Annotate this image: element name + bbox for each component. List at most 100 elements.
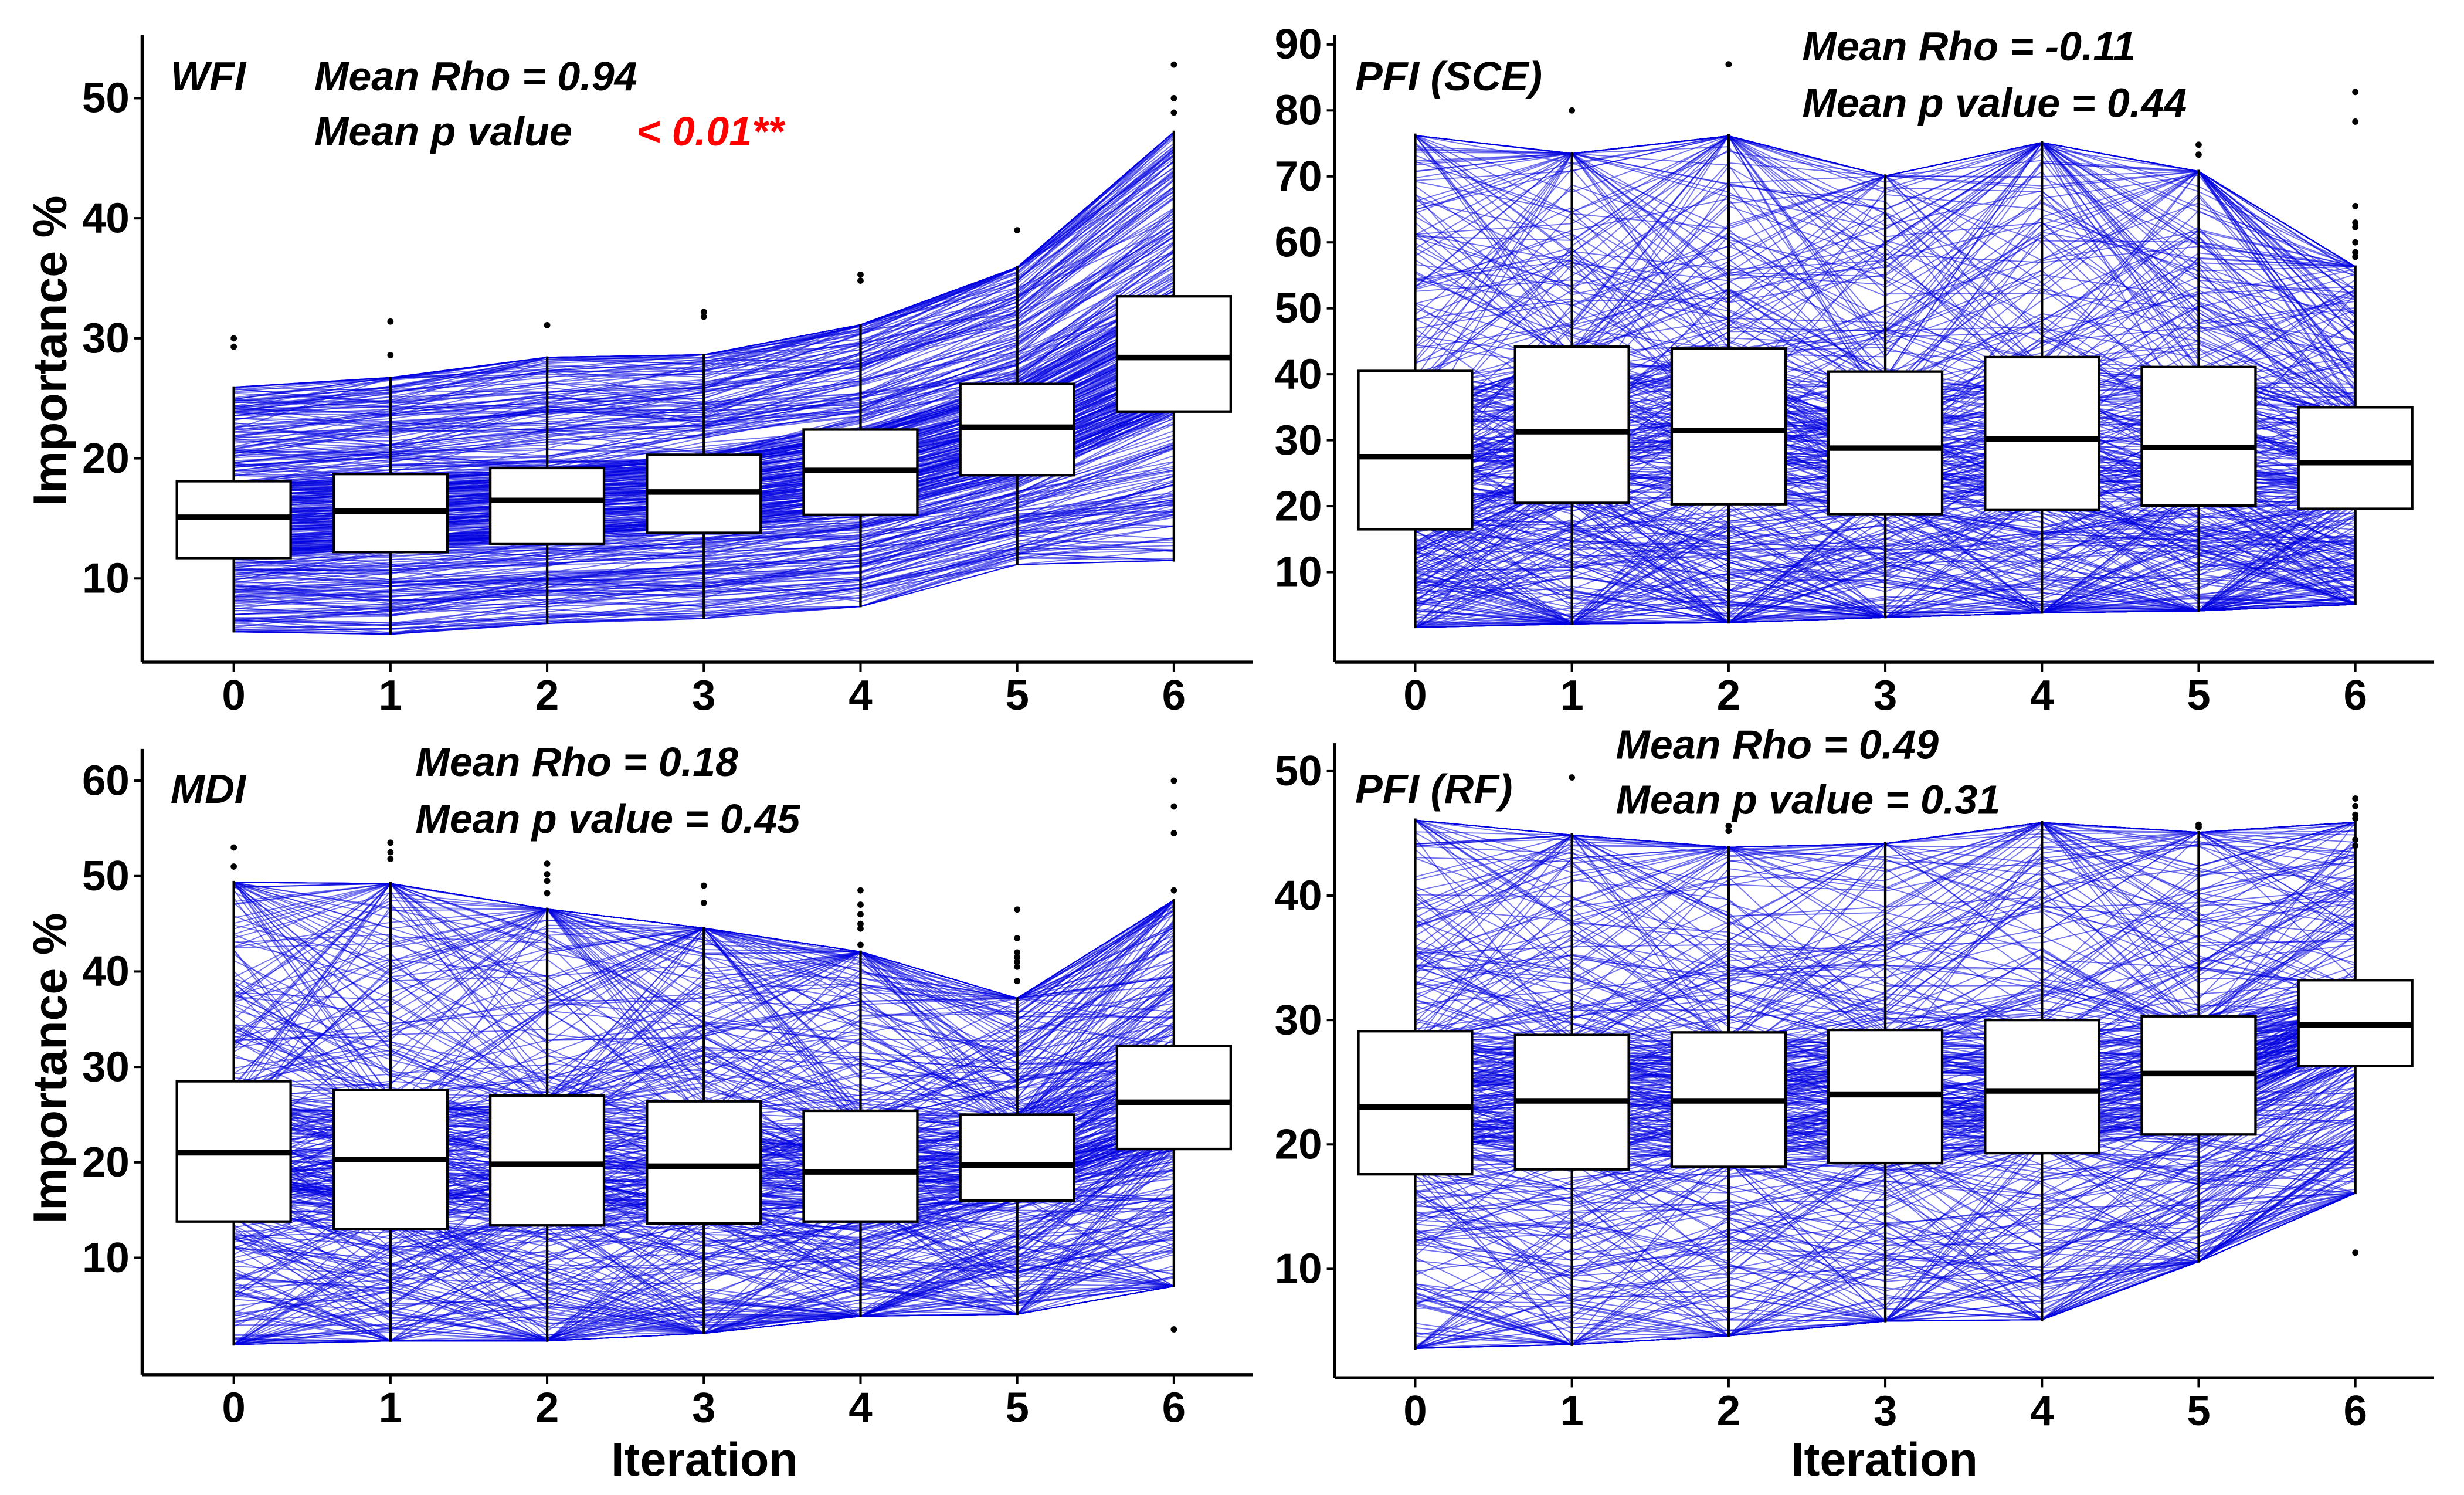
x-tick-label: 4	[849, 672, 873, 719]
x-tick-label: 2	[1717, 1387, 1740, 1435]
outlier-point	[387, 352, 394, 358]
y-tick-label: 50	[1275, 284, 1322, 332]
boxplot-2	[488, 860, 606, 1342]
y-tick-label: 10	[1275, 1245, 1322, 1293]
boxplot-3	[1827, 842, 1944, 1323]
outlier-point	[1014, 963, 1021, 970]
iqr-box	[1670, 347, 1787, 506]
outlier-point	[857, 911, 864, 918]
panel-pfi-sce: 10 20 30 40 50 60 70 80 90 0 1 2 3 4 5 6	[1275, 21, 2434, 719]
outlier-point	[230, 335, 237, 342]
x-tick-label: 5	[1005, 672, 1029, 719]
outlier-point	[700, 882, 707, 889]
boxplot-2	[1670, 61, 1787, 624]
boxplot-4	[802, 271, 919, 608]
p-label-wfi: Mean p value	[314, 109, 572, 154]
y-tick-label: 50	[82, 74, 130, 122]
x-tick-label: 0	[1403, 672, 1427, 719]
outlier-point	[1170, 803, 1177, 810]
boxplot-6	[1115, 777, 1233, 1333]
panel-wfi: 10 20 30 40 50 0 1 2 3 4 5 6	[82, 35, 1253, 719]
boxplot-2	[1670, 822, 1787, 1338]
x-tick-label: 1	[1560, 1387, 1583, 1435]
iqr-box	[1115, 1045, 1233, 1151]
x-tick-label: 2	[535, 1384, 559, 1432]
rho-text-pfi-sce: Mean Rho = -0.11	[1802, 23, 2136, 69]
outlier-point	[544, 877, 551, 884]
outlier-point	[1014, 227, 1021, 234]
boxplot-4	[802, 887, 919, 1317]
outlier-point	[857, 920, 864, 927]
boxplot-0	[1357, 818, 1474, 1350]
iqr-box	[646, 1100, 762, 1225]
outlier-point	[700, 313, 707, 320]
outlier-point	[2195, 151, 2202, 158]
outlier-point	[1014, 935, 1021, 941]
outlier-point	[2352, 249, 2359, 256]
outlier-point	[2352, 239, 2359, 246]
boxplot-5	[2140, 821, 2257, 1263]
x-tick-label: 1	[1560, 672, 1583, 719]
outlier-point	[1725, 822, 1732, 829]
p-label-pfi-rf: Mean p value = 0.31	[1616, 777, 2001, 823]
x-tick-label: 2	[1717, 672, 1740, 719]
outlier-point	[230, 343, 237, 350]
y-tick-label: 10	[1275, 548, 1322, 596]
outlier-point	[2352, 795, 2359, 802]
outlier-point	[2195, 821, 2202, 828]
y-tick-label: 70	[1275, 152, 1322, 200]
y-tick-label: 20	[1275, 482, 1322, 530]
outlier-point	[857, 271, 864, 278]
y-tick-label: 60	[82, 757, 130, 804]
boxplot-1	[332, 318, 449, 635]
iqr-box	[2297, 406, 2414, 510]
y-tick-label: 90	[1275, 21, 1322, 68]
outlier-point	[2352, 842, 2359, 849]
outlier-point	[387, 839, 394, 846]
outlier-point	[387, 856, 394, 862]
iqr-box	[488, 466, 606, 545]
outlier-point	[230, 844, 237, 851]
boxplot-0	[175, 335, 292, 633]
y-tick-label: 50	[82, 852, 130, 900]
y-tick-label: 40	[1275, 872, 1322, 919]
outlier-point	[1170, 61, 1177, 68]
iqr-box	[1115, 295, 1233, 413]
outlier-point	[2352, 836, 2359, 843]
y-axis-title-top: Importance %	[24, 196, 77, 507]
x-tick-label: 0	[222, 1384, 245, 1432]
outlier-point	[1170, 887, 1177, 894]
y-tick-label: 10	[82, 555, 130, 602]
outlier-point	[387, 318, 394, 325]
boxplot-3	[646, 882, 762, 1334]
outlier-point	[1170, 109, 1177, 116]
boxplot-6	[1115, 61, 1233, 562]
boxplot-1	[1513, 774, 1630, 1346]
outlier-point	[544, 860, 551, 867]
panel-label-mdi: MDI	[171, 766, 247, 812]
iqr-box	[1984, 1018, 2100, 1155]
outlier-point	[1725, 61, 1732, 67]
x-tick-label: 2	[535, 672, 559, 719]
boxplot-0	[1357, 133, 1474, 629]
y-tick-label: 30	[1275, 996, 1322, 1043]
boxplot-5	[959, 906, 1075, 1316]
outlier-point	[2352, 202, 2359, 209]
y-tick-label: 40	[82, 194, 130, 242]
boxplot-2	[488, 321, 606, 625]
outlier-point	[1569, 774, 1576, 781]
outlier-point	[1014, 906, 1021, 913]
boxplot-5	[959, 227, 1075, 565]
y-tick-label: 30	[82, 314, 130, 362]
x-tick-label: 4	[849, 1384, 873, 1432]
iqr-box	[1513, 345, 1630, 504]
panel-label-wfi: WFI	[171, 53, 247, 99]
outlier-point	[857, 887, 864, 894]
p-label-mdi: Mean p value = 0.45	[415, 796, 800, 842]
rho-text-pfi-rf: Mean Rho = 0.49	[1616, 721, 1939, 767]
y-tick-label: 50	[1275, 747, 1322, 795]
outlier-point	[2352, 89, 2359, 96]
x-tick-label: 6	[2343, 1387, 2367, 1435]
outlier-point	[1014, 958, 1021, 965]
